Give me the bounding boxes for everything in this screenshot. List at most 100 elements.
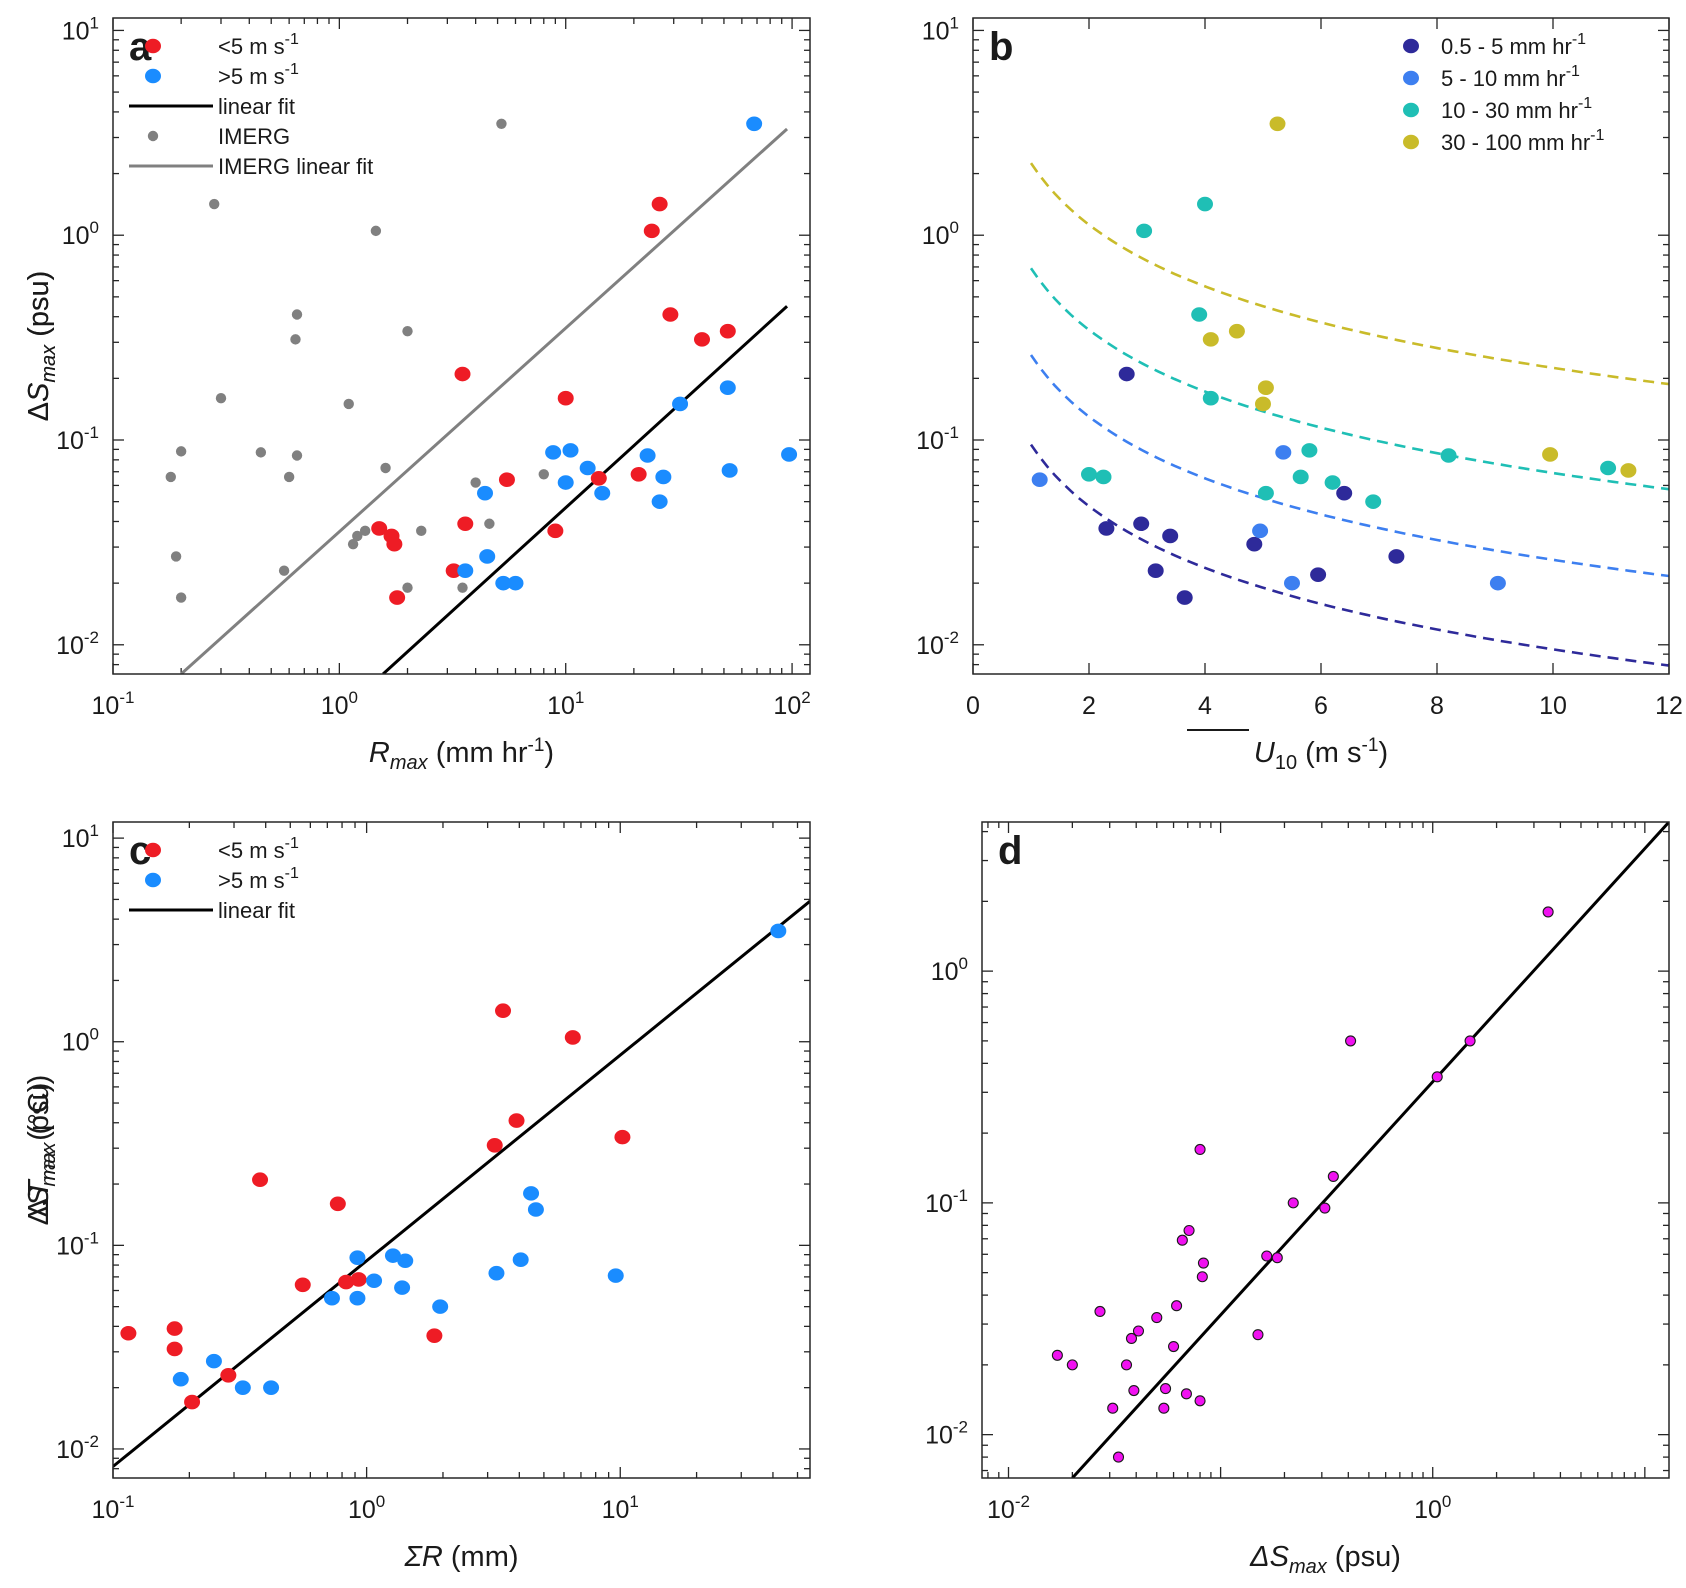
data-point bbox=[1118, 366, 1135, 382]
legend-label: <5 m s-1 bbox=[218, 835, 299, 863]
panel-frame bbox=[112, 821, 811, 1479]
panel-letter: b bbox=[989, 25, 1013, 69]
data-point bbox=[1066, 1359, 1078, 1371]
data-point bbox=[1440, 448, 1457, 463]
data-point bbox=[1275, 445, 1292, 460]
data-point bbox=[402, 325, 413, 337]
x-tick-label-exponent: 0 bbox=[349, 688, 358, 707]
data-point bbox=[562, 443, 579, 458]
y-axis-title-delta: Δ bbox=[23, 402, 55, 421]
fit-lines bbox=[1071, 822, 1669, 1478]
x-tick-label: 101 bbox=[547, 688, 584, 720]
panel-letter: c bbox=[129, 829, 151, 873]
data-point bbox=[359, 525, 371, 537]
legend-label-exponent: -1 bbox=[1572, 31, 1586, 48]
y-axis-title-symbol: S bbox=[23, 382, 55, 402]
data-point bbox=[263, 1380, 280, 1395]
data-points bbox=[1031, 116, 1637, 605]
y-axis-title-subscript: max bbox=[38, 344, 60, 383]
data-point bbox=[1269, 116, 1286, 132]
data-point bbox=[1202, 390, 1219, 406]
data-point bbox=[347, 538, 359, 550]
data-point bbox=[1107, 1402, 1119, 1414]
data-point bbox=[1542, 906, 1554, 918]
data-point bbox=[488, 1265, 505, 1281]
data-point bbox=[1287, 1197, 1299, 1209]
y-tick-label: 10-1 bbox=[56, 1228, 99, 1260]
data-point bbox=[323, 1290, 340, 1306]
y-tick-label-base: 10 bbox=[62, 825, 90, 853]
data-point bbox=[389, 590, 406, 605]
data-point bbox=[547, 523, 564, 539]
y-tick-label-exponent: 0 bbox=[90, 218, 99, 237]
data-point bbox=[770, 923, 787, 939]
data-point bbox=[1257, 485, 1274, 501]
x-tick-label: 2 bbox=[1082, 692, 1096, 720]
x-tick-label: 100 bbox=[1414, 1492, 1451, 1524]
fit-curve bbox=[1029, 162, 1669, 386]
data-point bbox=[283, 471, 295, 483]
legend-label-exponent: -1 bbox=[285, 31, 299, 48]
data-point bbox=[1191, 307, 1208, 322]
y-tick-label: 10-1 bbox=[916, 423, 959, 455]
data-point bbox=[527, 1202, 544, 1217]
data-point bbox=[1255, 396, 1271, 412]
legend-label: 0.5 - 5 mm hr-1 bbox=[1441, 31, 1586, 59]
x-tick-label: 10-2 bbox=[987, 1492, 1030, 1524]
y-tick-label-exponent: 0 bbox=[90, 1025, 99, 1044]
x-axis-title-subscript: max bbox=[390, 752, 429, 774]
data-point bbox=[1158, 1402, 1170, 1414]
data-point bbox=[1261, 1250, 1273, 1262]
data-point bbox=[366, 1273, 383, 1289]
y-tick-label: 10-2 bbox=[56, 1432, 99, 1464]
data-point bbox=[170, 551, 182, 562]
legend-marker bbox=[1403, 102, 1419, 118]
legend-label-text: linear fit bbox=[218, 94, 295, 119]
data-point bbox=[484, 518, 495, 529]
data-point bbox=[402, 582, 413, 593]
data-point bbox=[1292, 469, 1309, 485]
x-axis-title-unit: (m s bbox=[1297, 737, 1361, 769]
x-tick-label-exponent: -2 bbox=[1015, 1492, 1030, 1511]
data-point bbox=[1098, 521, 1115, 536]
y-tick-label-exponent: -1 bbox=[84, 423, 99, 442]
x-tick-label-base: 10 bbox=[773, 692, 801, 720]
x-tick-label-base: 10 bbox=[92, 1496, 120, 1524]
x-tick-label-exponent: 1 bbox=[575, 688, 584, 707]
y-tick-label-exponent: -1 bbox=[953, 1186, 968, 1205]
y-tick-label-exponent: 1 bbox=[950, 13, 959, 32]
legend-label-text: <5 m s bbox=[218, 34, 285, 59]
legend-label: >5 m s-1 bbox=[218, 865, 299, 893]
data-point bbox=[290, 334, 301, 345]
data-point bbox=[651, 494, 668, 509]
x-tick-label-base: 10 bbox=[987, 1496, 1015, 1524]
data-point bbox=[1162, 528, 1179, 544]
legend-label-text: IMERG bbox=[218, 124, 290, 149]
y-tick-label: 101 bbox=[922, 13, 959, 45]
y-axis-title-unit: (psu) bbox=[23, 1075, 55, 1149]
y-tick-label-base: 10 bbox=[62, 1029, 90, 1057]
y-axis-title-unit: (psu) bbox=[23, 271, 55, 345]
y-axis-title-unit: (psu) bbox=[23, 271, 55, 345]
data-point bbox=[538, 469, 549, 480]
data-point bbox=[1257, 380, 1274, 396]
data-point bbox=[1125, 1332, 1138, 1345]
data-point bbox=[1196, 1271, 1208, 1283]
data-point bbox=[394, 1280, 411, 1295]
x-tick-label: 4 bbox=[1198, 692, 1212, 720]
y-tick-label-exponent: -1 bbox=[84, 1228, 99, 1247]
x-tick-label: 10 bbox=[1539, 692, 1567, 720]
data-point bbox=[175, 592, 187, 603]
data-point bbox=[1271, 1252, 1283, 1264]
y-tick-label: 10-1 bbox=[56, 423, 99, 455]
y-tick-label: 100 bbox=[931, 954, 968, 986]
x-tick-label: 100 bbox=[348, 1492, 385, 1524]
legend-marker bbox=[145, 68, 161, 84]
y-axis-title-delta: Δ bbox=[23, 1198, 55, 1217]
y-tick-label-exponent: -2 bbox=[84, 628, 99, 647]
